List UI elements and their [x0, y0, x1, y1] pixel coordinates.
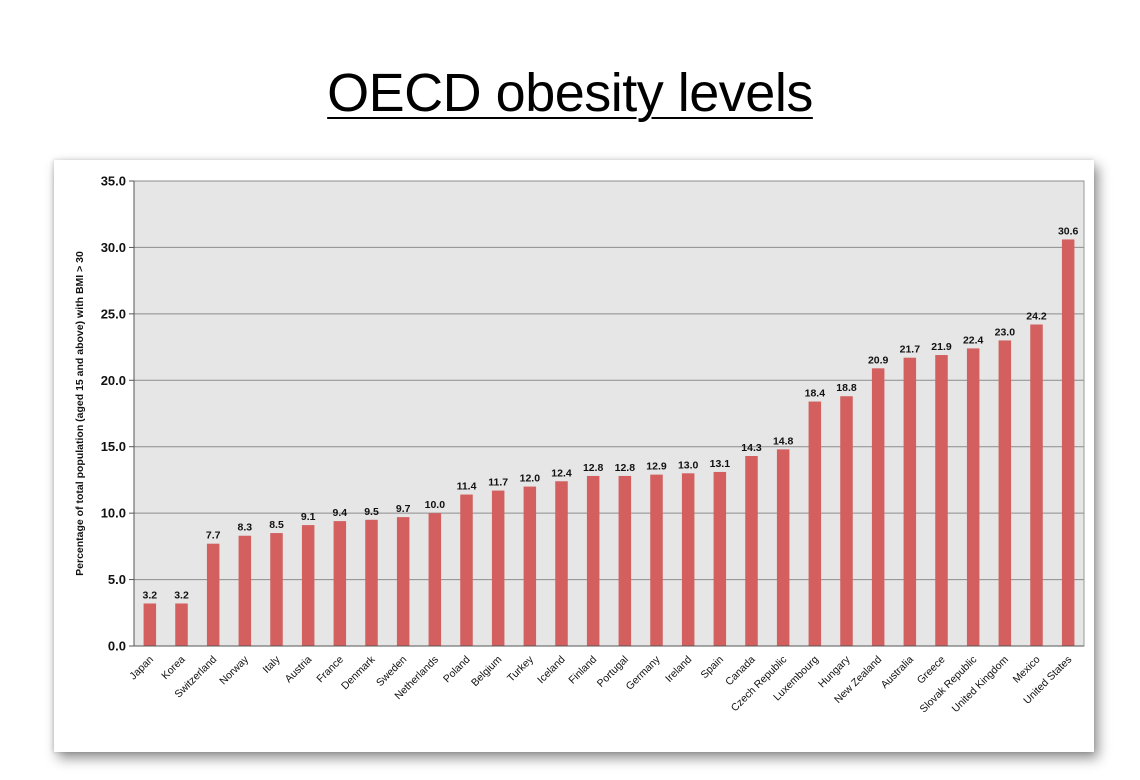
x-tick-label: Czech Republic [729, 654, 789, 714]
x-tick-label: Japan [127, 654, 156, 683]
data-label: 3.2 [143, 589, 158, 601]
bar-norway [238, 535, 252, 646]
bar-denmark [365, 519, 378, 646]
x-tick-label: Slovak Republic [918, 654, 980, 716]
bar-ireland [681, 473, 695, 646]
data-label: 18.8 [836, 382, 857, 394]
x-tick-label: Austria [283, 654, 315, 686]
data-label: 9.1 [301, 511, 316, 523]
data-label: 12.8 [583, 462, 604, 474]
bar-greece [935, 355, 948, 646]
data-label: 24.2 [1026, 310, 1047, 322]
x-tick-label: Belgium [469, 653, 504, 688]
data-label: 12.9 [646, 461, 667, 473]
x-tick-label: Italy [261, 653, 284, 676]
data-label: 30.6 [1058, 225, 1079, 237]
data-label: 8.3 [238, 522, 253, 534]
data-label: 13.1 [710, 458, 731, 470]
y-tick-label: 0.0 [108, 639, 126, 654]
bar-new-zealand [871, 368, 885, 646]
bar-japan [143, 603, 157, 646]
y-tick-label: 15.0 [101, 439, 126, 454]
x-tick-label: Germany [624, 653, 664, 693]
data-label: 20.9 [868, 354, 889, 366]
bar-australia [903, 357, 917, 646]
x-tick-label: Norway [217, 653, 251, 687]
bar-luxembourg [808, 401, 822, 646]
data-label: 14.3 [741, 442, 762, 454]
data-label: 9.5 [364, 506, 379, 518]
bar-canada [745, 456, 758, 646]
bar-belgium [491, 490, 505, 646]
plot-area [133, 180, 1085, 647]
x-tick-label: United Kingdom [950, 653, 1011, 714]
y-tick-label: 10.0 [101, 506, 126, 521]
x-tick-label: Iceland [535, 654, 568, 687]
y-axis-title: Percentage of total population (aged 15 … [74, 251, 86, 576]
bar-portugal [618, 475, 632, 646]
bar-mexico [1030, 324, 1043, 646]
page-title: OECD obesity levels [327, 63, 813, 123]
data-label: 8.5 [269, 519, 284, 531]
bar-united-kingdom [998, 340, 1012, 646]
data-label: 7.7 [206, 530, 221, 542]
bar-poland [460, 494, 473, 646]
y-tick-label: 5.0 [108, 572, 126, 587]
data-label: 21.7 [900, 344, 921, 356]
y-tick-label: 30.0 [101, 240, 126, 255]
data-label: 10.0 [425, 499, 446, 511]
bar-iceland [555, 481, 568, 646]
bar-slovak-republic [966, 348, 980, 646]
bar-italy [270, 533, 283, 646]
bar-united-states [1061, 239, 1075, 646]
bar-sweden [396, 517, 410, 646]
data-label: 11.7 [488, 477, 508, 489]
bar-finland [586, 475, 600, 646]
data-label: 18.4 [805, 388, 826, 400]
data-label: 12.0 [520, 473, 541, 485]
bar-switzerland [206, 543, 220, 646]
bar-germany [650, 474, 663, 646]
data-label: 12.8 [615, 462, 636, 474]
x-tick-label: Ireland [663, 654, 694, 685]
bar-hungary [840, 396, 853, 646]
x-tick-label: Spain [698, 654, 726, 682]
bar-austria [301, 525, 315, 646]
data-label: 14.8 [773, 435, 794, 447]
x-tick-label: Denmark [339, 653, 378, 692]
bar-turkey [523, 486, 537, 646]
data-label: 23.0 [995, 326, 1016, 338]
x-tick-label: Turkey [505, 653, 536, 684]
data-label: 12.4 [551, 467, 572, 479]
x-tick-label: Korea [159, 654, 187, 682]
bar-czech-republic [776, 449, 790, 646]
x-tick-label: Australia [879, 654, 916, 691]
data-label: 22.4 [963, 334, 984, 346]
data-label: 3.2 [174, 589, 189, 601]
bar-netherlands [428, 513, 442, 646]
bar-france [333, 521, 347, 646]
y-tick-label: 35.0 [101, 174, 126, 189]
y-tick-label: 25.0 [101, 306, 126, 321]
y-tick-label: 20.0 [101, 373, 126, 388]
bar-korea [175, 603, 188, 646]
data-label: 21.9 [931, 341, 952, 353]
data-label: 9.7 [396, 503, 411, 515]
data-label: 9.4 [333, 507, 348, 519]
data-label: 11.4 [457, 481, 477, 493]
bar-spain [713, 471, 727, 646]
data-label: 13.0 [678, 459, 699, 471]
